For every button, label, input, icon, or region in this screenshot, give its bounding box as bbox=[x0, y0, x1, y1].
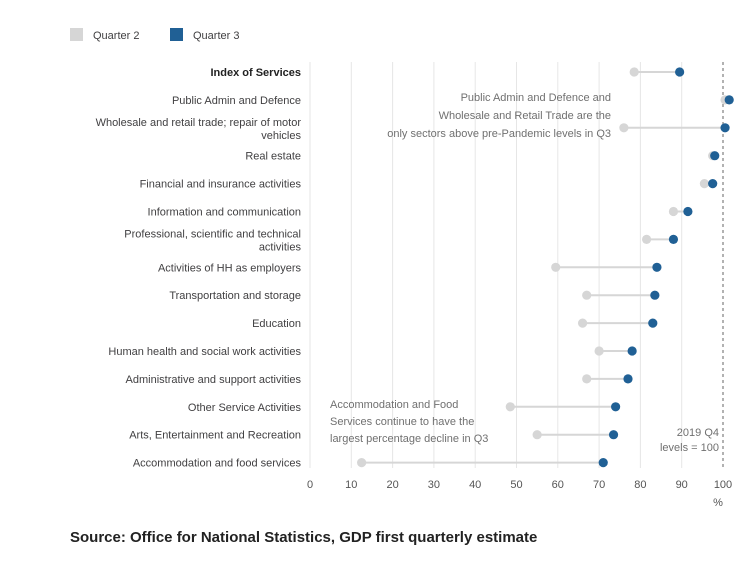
point-quarter-3 bbox=[627, 346, 637, 356]
point-quarter-2 bbox=[582, 290, 592, 300]
row-real-estate: Real estate bbox=[245, 151, 720, 163]
point-quarter-2 bbox=[505, 402, 515, 412]
category-label: Arts, Entertainment and Recreation bbox=[129, 430, 301, 442]
point-quarter-3 bbox=[652, 262, 662, 272]
point-quarter-2 bbox=[594, 346, 604, 356]
dot-plot-chart: Quarter 2 Quarter 3 2019 Q4 levels = 100 0 10… bbox=[70, 28, 734, 509]
point-quarter-3 bbox=[623, 374, 633, 384]
point-quarter-3 bbox=[598, 458, 608, 468]
legend: Quarter 2 Quarter 3 bbox=[70, 28, 239, 42]
category-label: activities bbox=[259, 241, 302, 253]
point-quarter-2 bbox=[532, 430, 542, 440]
row-administrative-and-support-activities: Administrative and support activities bbox=[126, 374, 633, 386]
x-axis-label: % bbox=[713, 497, 723, 509]
x-tick-label-50: 50 bbox=[510, 479, 522, 491]
x-tick-label-30: 30 bbox=[428, 479, 440, 491]
row-other-service-activities: Other Service Activities bbox=[188, 402, 621, 414]
x-tick-label-10: 10 bbox=[345, 479, 357, 491]
row-professional-scientific-and-technical-activities: Professional, scientific and technicalac… bbox=[124, 228, 679, 253]
annotation-above-pre-pandemic: Wholesale and Retail Trade are the bbox=[439, 110, 611, 122]
category-label: Accommodation and food services bbox=[133, 458, 302, 470]
legend-label-quarter-3: Quarter 3 bbox=[193, 30, 239, 42]
x-tick-label-20: 20 bbox=[386, 479, 398, 491]
point-quarter-2 bbox=[357, 458, 367, 468]
category-label: Other Service Activities bbox=[188, 402, 302, 414]
point-quarter-2 bbox=[699, 179, 710, 189]
x-tick-label-100: 100 bbox=[714, 479, 732, 491]
x-tick-label-40: 40 bbox=[469, 479, 481, 491]
point-quarter-3 bbox=[668, 234, 679, 244]
point-quarter-3 bbox=[683, 206, 693, 217]
row-activities-of-hh-as-employers: Activities of HH as employers bbox=[158, 262, 662, 274]
reference-line-label: levels = 100 bbox=[660, 442, 719, 454]
point-quarter-3 bbox=[708, 179, 718, 189]
x-axis: 0 10 20 30 40 50 60 70 80 90 100% bbox=[307, 479, 732, 509]
legend-label-quarter-2: Quarter 2 bbox=[93, 30, 139, 42]
x-tick-label-70: 70 bbox=[593, 479, 605, 491]
row-financial-and-insurance-activities: Financial and insurance activities bbox=[140, 179, 718, 191]
x-tick-label-90: 90 bbox=[676, 479, 688, 491]
point-quarter-3 bbox=[608, 430, 619, 440]
annotation-above-pre-pandemic: Public Admin and Defence and bbox=[461, 92, 611, 104]
row-arts-entertainment-and-recreation: Arts, Entertainment and Recreation bbox=[129, 430, 619, 442]
x-tick-label-0: 0 bbox=[307, 479, 313, 491]
annotation-largest-decline: Accommodation and Food bbox=[330, 399, 458, 411]
category-label: Transportation and storage bbox=[169, 290, 301, 302]
category-label: Index of Services bbox=[211, 67, 302, 79]
category-label: Education bbox=[252, 318, 301, 330]
legend-swatch-quarter-3 bbox=[170, 28, 183, 41]
category-label: Activities of HH as employers bbox=[158, 262, 302, 274]
row-wholesale-and-retail-trade-repair-of-motor-vehicles: Wholesale and retail trade; repair of mo… bbox=[96, 117, 730, 142]
point-quarter-3 bbox=[710, 151, 720, 161]
gridlines bbox=[309, 62, 683, 468]
point-quarter-3 bbox=[724, 95, 734, 105]
point-quarter-3 bbox=[720, 123, 730, 133]
point-quarter-3 bbox=[648, 318, 658, 328]
category-label: Financial and insurance activities bbox=[140, 179, 302, 191]
category-label: Information and communication bbox=[148, 207, 301, 219]
point-quarter-3 bbox=[611, 402, 621, 412]
point-quarter-3 bbox=[675, 67, 685, 77]
category-label: Human health and social work activities bbox=[108, 346, 301, 358]
point-quarter-2 bbox=[582, 374, 592, 384]
point-quarter-2 bbox=[551, 262, 561, 272]
point-quarter-2 bbox=[619, 123, 629, 133]
point-quarter-2 bbox=[629, 67, 639, 77]
category-label: Real estate bbox=[245, 151, 301, 163]
row-education: Education bbox=[252, 318, 658, 330]
category-label: vehicles bbox=[261, 130, 301, 142]
annotation-largest-decline: Services continue to have the bbox=[330, 416, 474, 428]
point-quarter-2 bbox=[668, 206, 679, 217]
row-transportation-and-storage: Transportation and storage bbox=[169, 290, 660, 302]
row-public-admin-and-defence: Public Admin and Defence bbox=[172, 95, 734, 107]
category-label: Public Admin and Defence bbox=[172, 95, 301, 107]
point-quarter-2 bbox=[577, 318, 588, 328]
row-human-health-and-social-work-activities: Human health and social work activities bbox=[108, 346, 637, 358]
row-information-and-communication: Information and communication bbox=[148, 207, 693, 219]
annotation-above-pre-pandemic: only sectors above pre-Pandemic levels i… bbox=[387, 128, 611, 140]
legend-swatch-quarter-2 bbox=[70, 28, 83, 41]
category-label: Professional, scientific and technical bbox=[124, 228, 301, 240]
x-tick-label-80: 80 bbox=[634, 479, 646, 491]
row-index-of-services: Index of Services bbox=[211, 67, 685, 79]
reference-line-label: 2019 Q4 bbox=[677, 427, 719, 439]
annotation-largest-decline: largest percentage decline in Q3 bbox=[330, 433, 488, 445]
point-quarter-3 bbox=[650, 290, 660, 300]
x-tick-label-60: 60 bbox=[552, 479, 564, 491]
point-quarter-2 bbox=[641, 234, 652, 244]
category-label: Administrative and support activities bbox=[126, 374, 302, 386]
category-label: Wholesale and retail trade; repair of mo… bbox=[96, 117, 302, 129]
row-accommodation-and-food-services: Accommodation and food services bbox=[133, 458, 608, 470]
source-note: Source: Office for National Statistics, … bbox=[70, 529, 538, 546]
